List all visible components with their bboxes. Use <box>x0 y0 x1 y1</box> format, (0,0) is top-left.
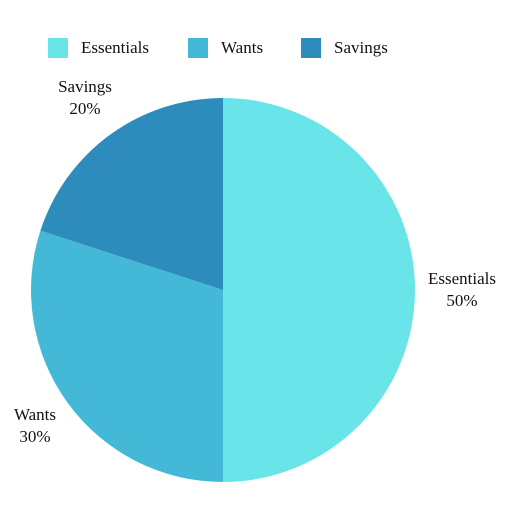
legend-label-savings: Savings <box>334 38 388 57</box>
pie-slice-wants <box>30 230 224 482</box>
slice-value-wants: 30% <box>19 427 50 446</box>
pie-slice-essentials <box>223 98 415 482</box>
slice-value-savings: 20% <box>69 99 100 118</box>
legend-label-essentials: Essentials <box>81 38 149 57</box>
slice-label-savings: Savings <box>58 77 112 96</box>
legend-swatch-essentials <box>48 38 68 58</box>
legend-swatch-savings <box>301 38 321 58</box>
pie-slices <box>30 98 415 482</box>
slice-labels: Essentials 50% Wants 30% Savings 20% <box>14 77 496 446</box>
legend-swatch-wants <box>188 38 208 58</box>
pie-slice-savings <box>40 98 223 290</box>
slice-label-essentials: Essentials <box>428 269 496 288</box>
legend-label-wants: Wants <box>221 38 263 57</box>
slice-value-essentials: 50% <box>446 291 477 310</box>
slice-label-wants: Wants <box>14 405 56 424</box>
legend: Essentials Wants Savings <box>48 38 388 58</box>
